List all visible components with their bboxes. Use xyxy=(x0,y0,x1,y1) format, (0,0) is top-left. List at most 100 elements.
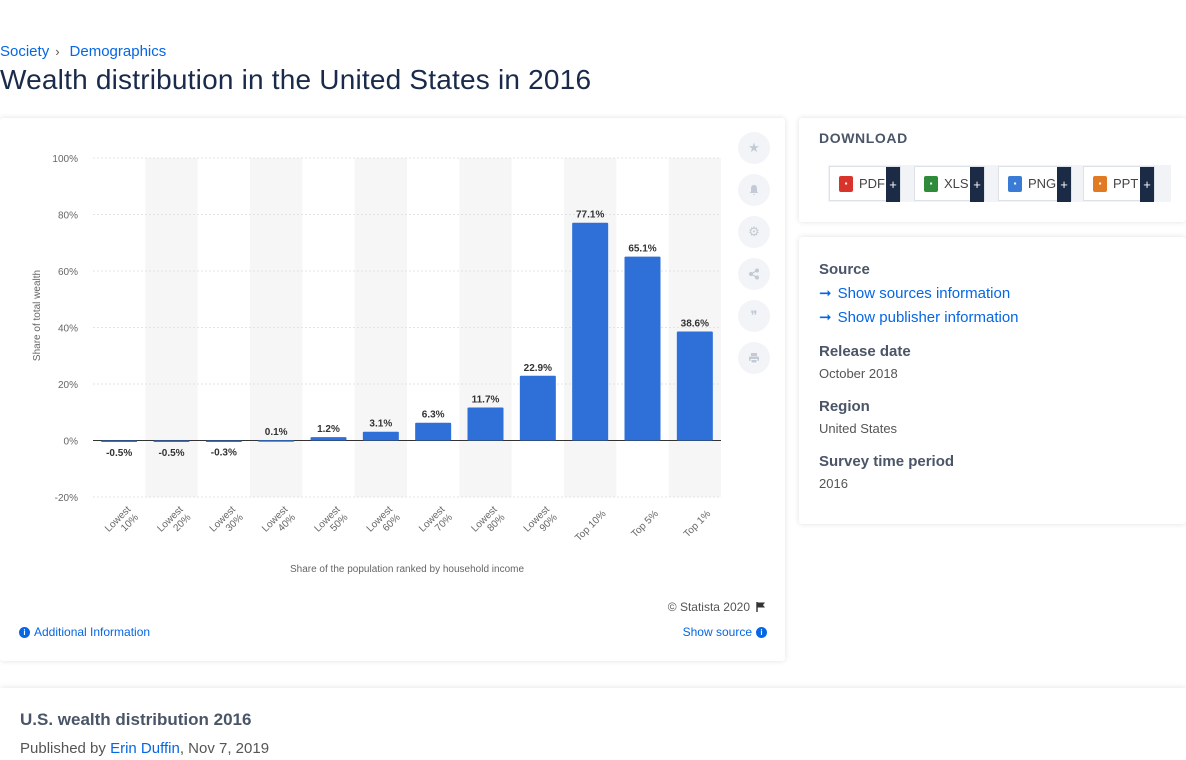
share-icon[interactable] xyxy=(738,258,770,290)
chart-toolbar: ★ ⚙ ❞ xyxy=(738,132,770,374)
publish-date: , Nov 7, 2019 xyxy=(179,740,270,757)
ppt-file-icon: ▪ xyxy=(1093,175,1107,192)
show-publisher-label: Show publisher information xyxy=(837,308,1019,326)
additional-info-link[interactable]: i Additional Information xyxy=(19,625,150,639)
info-icon: i xyxy=(756,626,767,638)
x-tick-label: Lowest30% xyxy=(208,504,246,542)
data-label: 65.1% xyxy=(628,244,656,255)
download-xls-button[interactable]: ▪ XLS + xyxy=(914,166,985,202)
arrow-right-icon: ➞ xyxy=(819,309,832,326)
data-label: 11.7% xyxy=(472,394,500,405)
download-pdf-label: PDF xyxy=(859,176,885,191)
data-label: -0.3% xyxy=(211,447,237,458)
download-card: DOWNLOAD ▪ PDF + ▪ XLS + ▪ PNG + ▪ PPT + xyxy=(799,118,1186,222)
info-card: Source ➞ Show sources information ➞ Show… xyxy=(799,237,1186,524)
data-label: 77.1% xyxy=(576,210,604,221)
x-tick-label: Top 5% xyxy=(629,509,660,540)
release-date-value: October 2018 xyxy=(819,366,898,381)
data-label: -0.5% xyxy=(158,448,184,459)
bar xyxy=(310,437,347,441)
download-xls-label: XLS xyxy=(944,176,969,191)
breadcrumb: Society › Demographics xyxy=(0,43,166,60)
flag-icon[interactable] xyxy=(755,601,767,613)
chart-card: 100% 80% 60% 40% 20% 0% -20% -0.5% Lowest10% -0.5… xyxy=(0,118,785,661)
data-label: 3.1% xyxy=(369,419,392,430)
bar xyxy=(101,440,138,442)
download-ppt-button[interactable]: ▪ PPT + xyxy=(1083,166,1155,202)
x-tick-label: Top 1% xyxy=(682,509,713,540)
y-tick-label: 0% xyxy=(64,437,79,448)
region-value: United States xyxy=(819,421,898,436)
y-tick-label: -20% xyxy=(55,493,78,504)
bell-icon[interactable] xyxy=(738,174,770,206)
plus-icon[interactable]: + xyxy=(1057,167,1071,202)
png-file-icon: ▪ xyxy=(1008,175,1022,192)
data-label: -0.5% xyxy=(106,448,132,459)
y-tick-label: 80% xyxy=(58,211,78,222)
print-icon[interactable] xyxy=(738,342,770,374)
copyright-text: © Statista 2020 xyxy=(667,600,750,614)
description-card: U.S. wealth distribution 2016 Published … xyxy=(0,688,1186,760)
bar xyxy=(467,407,504,441)
description-title: U.S. wealth distribution 2016 xyxy=(20,710,252,729)
breadcrumb-separator: › xyxy=(55,44,60,59)
y-tick-label: 40% xyxy=(58,324,78,335)
breadcrumb-society[interactable]: Society xyxy=(0,43,50,60)
data-label: 22.9% xyxy=(524,363,552,374)
x-tick-label: Lowest60% xyxy=(365,504,403,542)
plus-icon[interactable]: + xyxy=(1140,167,1154,202)
bar xyxy=(153,440,190,442)
download-pdf-button[interactable]: ▪ PDF + xyxy=(829,166,901,202)
bar xyxy=(676,331,713,441)
survey-period-value: 2016 xyxy=(819,476,848,491)
data-label: 38.6% xyxy=(681,318,709,329)
show-publisher-link[interactable]: ➞ Show publisher information xyxy=(819,308,1019,327)
bar xyxy=(519,375,556,441)
download-png-button[interactable]: ▪ PNG + xyxy=(998,166,1072,202)
x-tick-label: Lowest80% xyxy=(469,504,507,542)
copyright: © Statista 2020 xyxy=(668,600,767,614)
y-tick-label: 100% xyxy=(52,154,78,165)
y-tick-label: 60% xyxy=(58,267,78,278)
show-sources-label: Show sources information xyxy=(837,284,1011,302)
bar xyxy=(362,431,399,441)
breadcrumb-demographics[interactable]: Demographics xyxy=(69,43,167,60)
bar xyxy=(624,256,661,441)
x-tick-label: Lowest10% xyxy=(103,504,141,542)
author-link[interactable]: Erin Duffin xyxy=(110,740,180,757)
plus-icon[interactable]: + xyxy=(970,167,984,202)
pdf-file-icon: ▪ xyxy=(839,175,853,192)
show-source-label: Show source xyxy=(682,625,752,639)
data-label: 1.2% xyxy=(317,424,340,435)
x-axis-title: Share of the population ranked by househ… xyxy=(290,564,524,575)
info-icon: i xyxy=(19,626,30,638)
bar-chart: 100% 80% 60% 40% 20% 0% -20% -0.5% Lowest10% -0.5… xyxy=(32,154,721,575)
download-buttons: ▪ PDF + ▪ XLS + ▪ PNG + ▪ PPT + xyxy=(828,165,1171,202)
show-source-link[interactable]: Show source i xyxy=(683,625,767,639)
data-label: 0.1% xyxy=(265,427,288,438)
x-tick-label: Lowest90% xyxy=(522,504,560,542)
x-tick-label: Lowest20% xyxy=(155,504,193,542)
x-tick-label: Top 10% xyxy=(573,509,608,544)
bar xyxy=(572,222,609,441)
y-axis-title: Share of total wealth xyxy=(32,270,43,361)
bar xyxy=(258,440,295,442)
bar xyxy=(415,422,452,441)
release-date-label: Release date xyxy=(819,343,911,360)
y-tick-label: 20% xyxy=(58,380,78,391)
x-tick-label: Lowest50% xyxy=(312,504,350,542)
gear-icon[interactable]: ⚙ xyxy=(738,216,770,248)
page-title: Wealth distribution in the United States… xyxy=(0,64,592,95)
x-tick-label: Lowest40% xyxy=(260,504,298,542)
download-title: DOWNLOAD xyxy=(819,130,908,146)
region-label: Region xyxy=(819,398,870,415)
survey-period-label: Survey time period xyxy=(819,453,955,470)
bar xyxy=(205,440,242,442)
quote-icon[interactable]: ❞ xyxy=(738,300,770,332)
arrow-right-icon: ➞ xyxy=(819,285,832,302)
xls-file-icon: ▪ xyxy=(924,175,938,192)
x-tick-label: Lowest70% xyxy=(417,504,455,542)
show-sources-link[interactable]: ➞ Show sources information xyxy=(819,284,1011,303)
plus-icon[interactable]: + xyxy=(886,167,900,202)
star-icon[interactable]: ★ xyxy=(738,132,770,164)
